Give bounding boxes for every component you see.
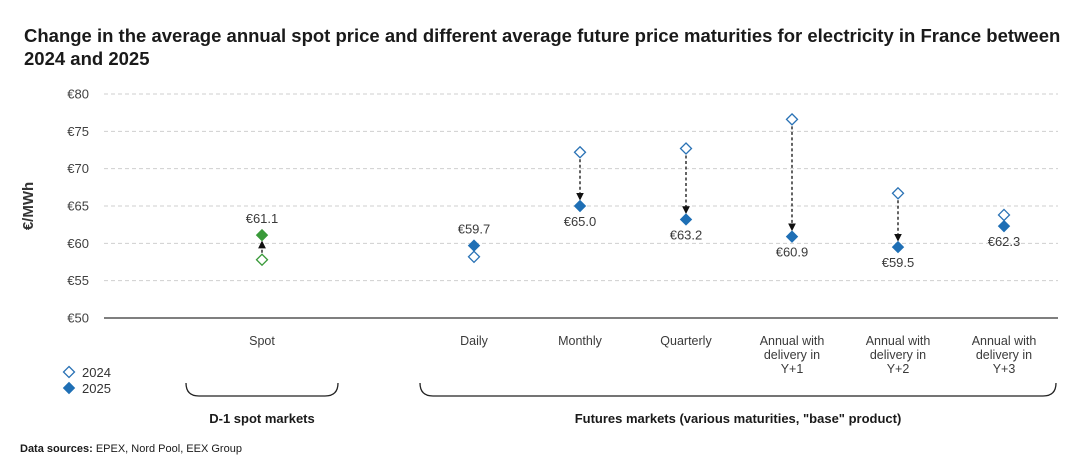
point-layer <box>255 112 1011 267</box>
axis-layer: €50 €55 €60 €65 €70 €75 €80 €/MWh Spot Daily Month… <box>20 87 1058 376</box>
y-tick-label: €60 <box>67 236 89 251</box>
y-tick-label: €50 <box>67 311 89 326</box>
group-layer: D-1 spot markets Futures markets (various… <box>185 382 1057 426</box>
data-label: €59.5 <box>882 255 915 270</box>
data-label: €60.9 <box>776 245 809 260</box>
data-label: €59.7 <box>458 222 491 237</box>
point-2024 <box>997 208 1011 222</box>
point-2025 <box>785 230 799 243</box>
y-tick-label: €65 <box>67 199 89 214</box>
x-category-label: Quarterly <box>660 334 712 348</box>
chart: €50 €55 €60 €65 €70 €75 €80 €/MWh Spot Daily Month… <box>20 87 1058 426</box>
legend-marker-2024 <box>62 365 76 379</box>
legend-marker-2025 <box>62 381 76 395</box>
x-category-label: delivery in <box>764 348 820 362</box>
x-category-label: Daily <box>460 334 489 348</box>
point-2025 <box>573 199 587 213</box>
group-label: D-1 spot markets <box>209 411 314 426</box>
x-category-label: Y+3 <box>993 362 1016 376</box>
group-brace <box>419 382 1057 397</box>
point-2025 <box>997 219 1011 233</box>
legend-label-2024: 2024 <box>82 365 111 380</box>
x-category-label: Monthly <box>558 334 603 348</box>
point-2024 <box>467 250 481 264</box>
x-category-label: Y+2 <box>887 362 910 376</box>
arrow-layer <box>258 126 902 253</box>
y-axis-label: €/MWh <box>20 182 37 230</box>
y-tick-label: €75 <box>67 124 89 139</box>
x-category-label: delivery in <box>976 348 1032 362</box>
x-category-label: Annual with <box>866 334 931 348</box>
point-2024 <box>255 253 269 267</box>
data-source: Data sources: EPEX, Nord Pool, EEX Group <box>20 443 242 455</box>
point-2024 <box>573 145 587 159</box>
data-source-text: EPEX, Nord Pool, EEX Group <box>92 443 242 455</box>
y-tick-label: €80 <box>67 87 89 102</box>
label-layer: €61.1 €59.7 €65.0 €63.2 €60.9 €59.5 €62.3 <box>246 211 1021 270</box>
data-label: €65.0 <box>564 214 597 229</box>
point-2024 <box>785 112 799 126</box>
group-brace <box>185 382 339 397</box>
x-category-label: delivery in <box>870 348 926 362</box>
point-2024 <box>891 186 905 200</box>
data-source-label: Data sources: <box>20 443 93 455</box>
chart-title: Change in the average annual spot price … <box>24 25 1061 69</box>
point-2025 <box>891 240 905 254</box>
x-category-label: Annual with <box>972 334 1037 348</box>
x-category-label: Spot <box>249 334 275 348</box>
group-label: Futures markets (various maturities, "ba… <box>575 411 902 426</box>
data-label: €61.1 <box>246 211 279 226</box>
y-tick-label: €70 <box>67 161 89 176</box>
point-2025 <box>679 213 693 226</box>
point-2025 <box>467 239 481 252</box>
data-label: €63.2 <box>670 227 703 242</box>
grid-layer <box>104 93 1058 282</box>
y-tick-label: €55 <box>67 273 89 288</box>
legend-label-2025: 2025 <box>82 381 111 396</box>
point-2025 <box>255 228 269 242</box>
x-category-label: Y+1 <box>781 362 804 376</box>
x-category-label: Annual with <box>760 334 825 348</box>
data-label: €62.3 <box>988 234 1021 249</box>
point-2024 <box>679 142 693 155</box>
